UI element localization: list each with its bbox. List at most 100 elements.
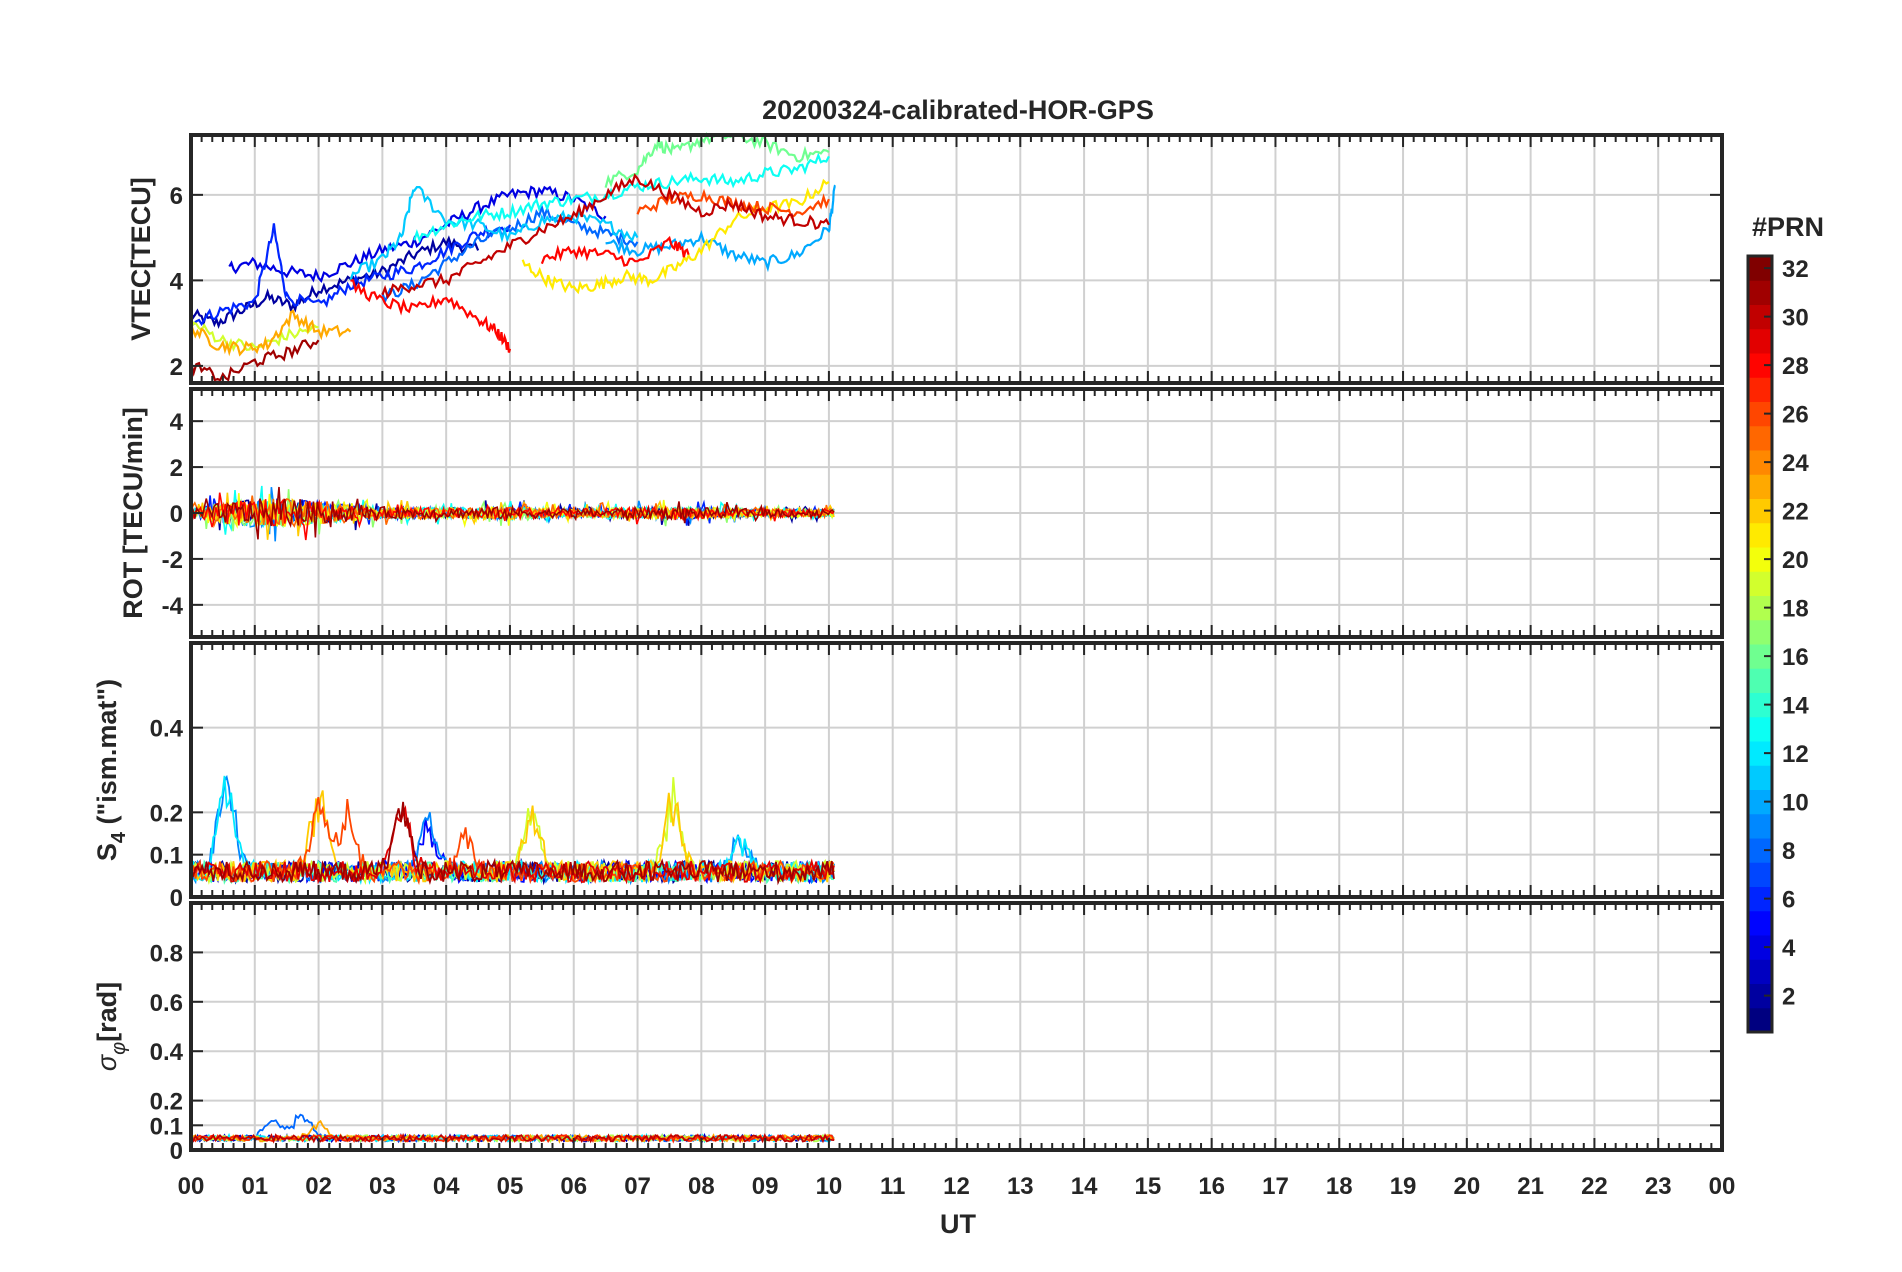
- axes-frame-rot: [189, 387, 1724, 639]
- x-tick-label: 22: [1581, 1173, 1608, 1200]
- panel-vtec: 2 4 6 VTEC[TECU]: [126, 131, 1724, 385]
- y-tick-label: 0.8: [150, 940, 183, 967]
- vtec-series-prn-10: [605, 184, 836, 273]
- x-tick-label: 17: [1262, 1173, 1289, 1200]
- colorbar-band: [1748, 522, 1772, 548]
- colorbar-tick-label: 10: [1782, 790, 1809, 817]
- colorbar-tick-label: 4: [1782, 935, 1796, 962]
- vtec-series-prn-19: [190, 321, 319, 353]
- panel-rot: -4 -2 0 2 4 ROT [TECU/min]: [118, 387, 1724, 639]
- colorbar-tick-label: 16: [1782, 644, 1809, 671]
- x-tick-label: 05: [497, 1173, 524, 1200]
- y-tick-label: -4: [162, 593, 184, 620]
- series-group-vtec: [189, 131, 836, 382]
- colorbar-tick-label: 28: [1782, 353, 1809, 380]
- x-tick-labels: 00 01 02 03 04 05 06 07 08 09 10 11 12 13 14 15 16 17 18 19…: [178, 1173, 1736, 1200]
- x-tick-label: 15: [1135, 1173, 1162, 1200]
- colorbar-tick-label: 24: [1782, 450, 1809, 477]
- y-tick-label: 2: [170, 354, 183, 381]
- colorbar-frame: [1746, 254, 1774, 1034]
- x-tick-label: 06: [560, 1173, 587, 1200]
- colorbar-tick-label: 14: [1782, 693, 1809, 720]
- vtec-series-prn-11: [349, 186, 639, 281]
- axes-frame-sigma: [189, 901, 1724, 1152]
- y-tick-label: 0.1: [150, 843, 183, 870]
- colorbar-band: [1748, 280, 1772, 305]
- vtec-series-prn-13: [413, 152, 830, 244]
- vtec-series-prn-6: [190, 223, 512, 328]
- vtec-series-prn-30: [381, 173, 830, 300]
- sigma-series-prn-30: [190, 1132, 835, 1144]
- vtec-series-prn-28: [350, 279, 512, 353]
- colorbar-tick-label: 18: [1782, 596, 1809, 623]
- y-tick-label: 0.4: [150, 716, 184, 743]
- colorbar-label: #PRN: [1752, 212, 1824, 242]
- y-tick-label: 4: [170, 409, 184, 436]
- series-group-s4: [190, 774, 835, 886]
- x-tick-label: 03: [369, 1173, 396, 1200]
- vtec-series-prn-28: [540, 235, 690, 267]
- colorbar-tick-label: 8: [1782, 838, 1795, 865]
- x-tick-label: 02: [305, 1173, 332, 1200]
- colorbar-band: [1748, 571, 1772, 596]
- rot-series-prn-31: [190, 486, 835, 540]
- x-tick-label: 00: [178, 1173, 205, 1200]
- x-tick-label: 10: [816, 1173, 843, 1200]
- y-tick-label: 2: [170, 455, 183, 482]
- y-tick-label: 0.2: [150, 800, 183, 827]
- x-tick-label: 09: [752, 1173, 779, 1200]
- y-tick-label: 6: [170, 183, 183, 210]
- rot-series-prn-22: [190, 492, 835, 540]
- x-tick-label: 23: [1645, 1173, 1672, 1200]
- panels-group: 2 4 6 VTEC[TECU] -4 -2 0 2 4 ROT [TECU/min] 0 0.1 0.…: [92, 131, 1724, 1165]
- x-tick-label: 18: [1326, 1173, 1353, 1200]
- x-tick-label: 14: [1071, 1173, 1098, 1200]
- series-group-sigma: [190, 1113, 835, 1144]
- y-tick-label: 0.4: [150, 1039, 184, 1066]
- y-tick-label: -2: [162, 547, 183, 574]
- panel-s4: 0 0.1 0.2 0.4 S4 ("ism.mat"): [92, 641, 1724, 912]
- colorbar-band: [1748, 1007, 1772, 1033]
- series-group-rot: [190, 485, 835, 542]
- colorbar-band: [1748, 910, 1772, 936]
- x-tick-label: 20: [1453, 1173, 1480, 1200]
- vtec-series-prn-23: [189, 309, 352, 357]
- colorbar-band: [1748, 959, 1772, 984]
- axes-frame-s4: [189, 641, 1724, 899]
- colorbar-tick-label: 32: [1782, 256, 1809, 283]
- x-tick-label: 11: [880, 1173, 905, 1200]
- colorbar-band: [1748, 377, 1772, 402]
- colorbar-band: [1748, 862, 1772, 887]
- colorbar-tick-label: 6: [1782, 887, 1795, 914]
- vtec-series-prn-2: [189, 235, 480, 330]
- y-tick-label: 0.2: [150, 1089, 183, 1116]
- colorbar-band: [1748, 474, 1772, 499]
- x-tick-label: 21: [1517, 1173, 1544, 1200]
- colorbar-tick-label: 20: [1782, 547, 1809, 574]
- y-axis-label-rot: ROT [TECU/min]: [118, 407, 148, 618]
- colorbar-tick-label: 12: [1782, 741, 1809, 768]
- x-tick-label: 19: [1390, 1173, 1417, 1200]
- y-tick-label: 4: [170, 268, 184, 295]
- x-tick-label: 13: [1007, 1173, 1034, 1200]
- s4-series-prn-31: [190, 801, 835, 886]
- colorbar-band: [1748, 668, 1772, 693]
- vtec-series-prn-21: [521, 178, 830, 295]
- colorbar-tick-label: 30: [1782, 305, 1809, 332]
- colorbar-tick-label: 22: [1782, 499, 1809, 526]
- colorbar-band: [1748, 619, 1772, 645]
- panel-sigma: 00.10.2 0.4 0.6 0.8 σφ[rad]: [92, 901, 1724, 1165]
- y-axis-label-vtec: VTEC[TECU]: [126, 177, 156, 341]
- rot-series-prn-28: [190, 492, 835, 541]
- colorbar-band: [1748, 425, 1772, 451]
- colorbar-tick-label: 26: [1782, 402, 1809, 429]
- x-tick-label: 12: [943, 1173, 970, 1200]
- colorbar-band: [1748, 765, 1772, 790]
- colorbar-band: [1748, 813, 1772, 839]
- x-tick-label: 16: [1198, 1173, 1225, 1200]
- axes-frame-vtec: [189, 133, 1724, 385]
- y-tick-label: 0: [170, 885, 183, 912]
- colorbar-tick-label: 2: [1782, 984, 1795, 1011]
- y-tick-label: 0: [170, 1138, 183, 1165]
